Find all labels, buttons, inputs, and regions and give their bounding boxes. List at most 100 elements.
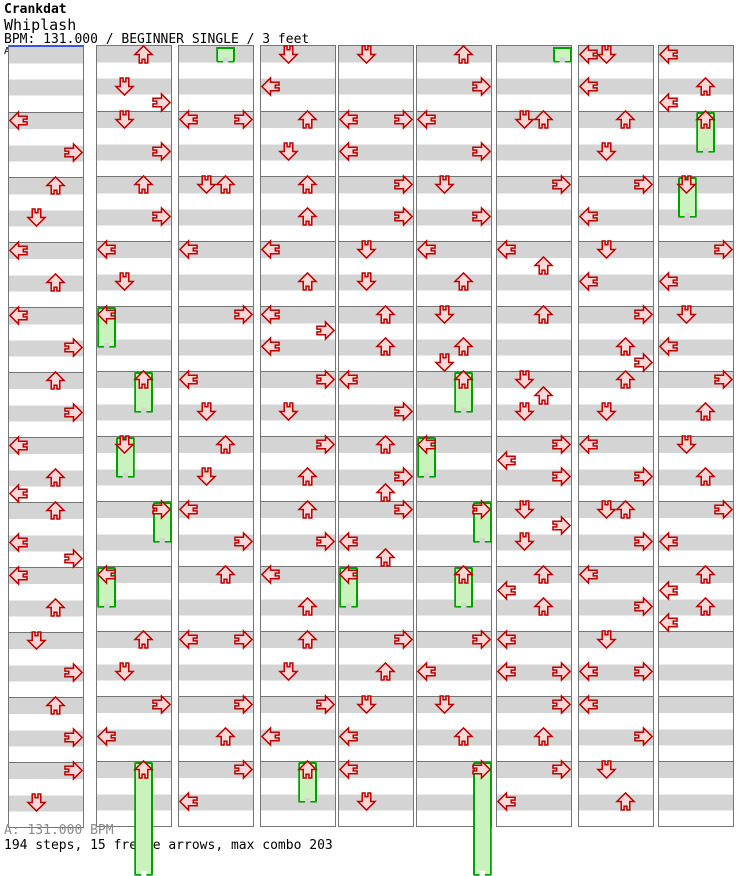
note-arrow-left-icon: [260, 726, 280, 747]
note-arrow-down-icon: [676, 434, 698, 454]
note-arrow-up-icon: [614, 336, 636, 356]
measure: [9, 697, 83, 762]
note-arrow-right-icon: [472, 206, 492, 227]
note-arrow-left-icon: [96, 303, 116, 325]
note-arrow-right-icon: [394, 401, 414, 422]
note-arrow-up-icon: [132, 629, 154, 649]
note-arrow-left-icon: [658, 336, 678, 357]
note-arrow-down-icon: [278, 44, 300, 64]
note-arrow-left-icon: [658, 579, 678, 601]
note-arrow-down-icon: [114, 272, 136, 292]
section-bpm-text: A: 131.000 BPM: [4, 823, 114, 838]
note-arrow-left-icon: [178, 628, 198, 650]
note-arrow-right-icon: [552, 758, 572, 780]
note-arrow-left-icon: [8, 109, 28, 131]
note-arrow-up-icon: [452, 564, 474, 584]
note-arrow-down-icon: [278, 662, 300, 682]
measure: [497, 111, 571, 176]
measure: [261, 176, 335, 241]
note-arrow-right-icon: [64, 402, 84, 423]
measure: [261, 501, 335, 566]
note-arrow-left-icon: [338, 368, 358, 390]
note-arrow-right-icon: [316, 368, 336, 390]
note-arrow-left-icon: [578, 76, 598, 97]
note-arrow-right-icon: [394, 206, 414, 227]
note-arrow-left-icon: [8, 564, 28, 586]
note-arrow-right-icon: [714, 238, 734, 260]
measure: [579, 761, 653, 826]
note-arrow-left-icon: [496, 579, 516, 601]
note-arrow-up-icon: [44, 175, 66, 195]
note-arrow-up-icon: [296, 499, 318, 519]
measure: [9, 372, 83, 437]
measure: [497, 436, 571, 501]
chart-column: [96, 44, 172, 827]
note-arrow-right-icon: [316, 531, 336, 552]
note-arrow-up-icon: [532, 564, 554, 584]
note-arrow-up-icon: [44, 467, 66, 487]
note-arrow-up-icon: [214, 726, 236, 746]
measure: [417, 371, 491, 436]
note-arrow-up-icon: [374, 434, 396, 454]
measure: [9, 632, 83, 697]
measure: [497, 371, 571, 436]
note-arrow-right-icon: [394, 628, 414, 650]
note-arrow-right-icon: [234, 108, 254, 130]
freeze-body: [134, 762, 153, 876]
note-arrow-up-icon: [296, 466, 318, 486]
note-arrow-up-icon: [614, 369, 636, 389]
note-arrow-down-icon: [596, 142, 618, 162]
note-arrow-up-icon: [214, 564, 236, 584]
note-arrow-left-icon: [260, 238, 280, 260]
note-arrow-left-icon: [260, 336, 280, 357]
note-arrow-left-icon: [658, 531, 678, 552]
measure: [261, 111, 335, 176]
note-arrow-down-icon: [278, 402, 300, 422]
measure: [417, 566, 491, 631]
note-arrow-down-icon: [196, 174, 218, 194]
note-arrow-down-icon: [434, 353, 456, 373]
note-arrow-right-icon: [634, 352, 654, 374]
note-arrow-up-icon: [132, 369, 154, 389]
note-arrow-up-icon: [132, 44, 154, 64]
measure: [497, 501, 571, 566]
measure: [9, 47, 83, 112]
note-arrow-right-icon: [234, 628, 254, 650]
note-arrow-down-icon: [596, 239, 618, 259]
note-arrow-down-icon: [596, 44, 618, 64]
note-arrow-left-icon: [578, 693, 598, 715]
note-arrow-right-icon: [472, 498, 492, 520]
chart-summary-text: 194 steps, 15 freeze arrows, max combo 2…: [4, 838, 333, 853]
note-arrow-up-icon: [614, 499, 636, 519]
chart-column: [8, 45, 84, 828]
measure: [97, 631, 171, 696]
note-arrow-down-icon: [434, 174, 456, 194]
note-arrow-right-icon: [234, 693, 254, 715]
chart-column: [416, 44, 492, 827]
note-arrow-down-icon: [26, 793, 48, 813]
note-arrow-down-icon: [596, 629, 618, 649]
note-arrow-right-icon: [472, 141, 492, 162]
bpm-section-label: A: [4, 46, 11, 57]
measure: [97, 111, 171, 176]
note-arrow-down-icon: [114, 662, 136, 682]
note-arrow-right-icon: [234, 303, 254, 325]
note-arrow-right-icon: [634, 173, 654, 195]
note-arrow-up-icon: [44, 272, 66, 292]
measure: [497, 566, 571, 631]
note-arrow-right-icon: [316, 433, 336, 455]
note-arrow-up-icon: [296, 759, 318, 779]
note-arrow-left-icon: [416, 661, 436, 682]
note-arrow-right-icon: [64, 337, 84, 358]
note-arrow-left-icon: [416, 238, 436, 260]
note-arrow-down-icon: [196, 467, 218, 487]
note-arrow-left-icon: [658, 271, 678, 292]
measure: [339, 696, 413, 761]
note-arrow-right-icon: [472, 628, 492, 650]
note-arrow-up-icon: [694, 76, 716, 96]
measure: [179, 176, 253, 241]
measure: [97, 176, 171, 241]
note-arrow-up-icon: [374, 304, 396, 324]
note-arrow-down-icon: [278, 142, 300, 162]
note-arrow-up-icon: [532, 304, 554, 324]
